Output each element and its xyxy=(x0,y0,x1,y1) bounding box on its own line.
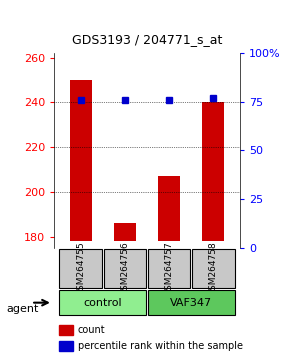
Bar xyxy=(59,325,73,335)
Text: percentile rank within the sample: percentile rank within the sample xyxy=(78,341,243,351)
Text: GDS3193 / 204771_s_at: GDS3193 / 204771_s_at xyxy=(72,33,222,46)
Text: GSM264755: GSM264755 xyxy=(76,241,85,296)
Text: agent: agent xyxy=(6,304,38,314)
FancyBboxPatch shape xyxy=(59,290,146,315)
Text: control: control xyxy=(83,298,122,308)
Text: GSM264757: GSM264757 xyxy=(165,241,174,296)
Bar xyxy=(70,80,92,241)
Bar xyxy=(114,223,136,241)
Bar xyxy=(59,341,73,351)
Bar xyxy=(202,102,224,241)
FancyBboxPatch shape xyxy=(103,249,146,288)
FancyBboxPatch shape xyxy=(148,249,190,288)
FancyBboxPatch shape xyxy=(59,249,102,288)
Text: count: count xyxy=(78,325,106,335)
Bar xyxy=(158,176,180,241)
Text: GSM264758: GSM264758 xyxy=(209,241,218,296)
FancyBboxPatch shape xyxy=(148,290,235,315)
Text: GSM264756: GSM264756 xyxy=(120,241,129,296)
FancyBboxPatch shape xyxy=(192,249,235,288)
Text: VAF347: VAF347 xyxy=(170,298,212,308)
